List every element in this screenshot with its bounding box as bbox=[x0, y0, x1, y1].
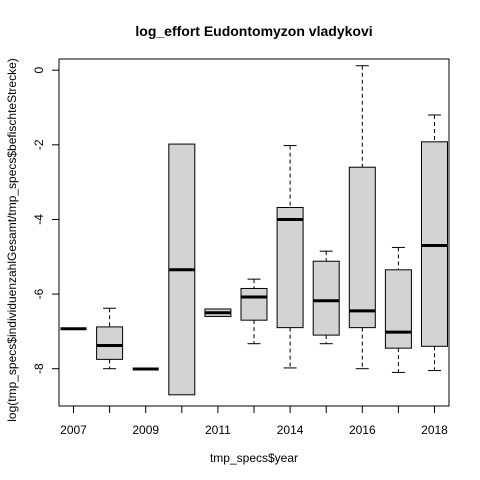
box-2011 bbox=[204, 308, 232, 317]
y-tick-label: -6 bbox=[32, 288, 46, 299]
x-tick-label: 2011 bbox=[205, 423, 231, 437]
box-body bbox=[96, 326, 124, 360]
boxes-group bbox=[60, 65, 448, 396]
box-body bbox=[384, 269, 412, 349]
box-2016 bbox=[348, 65, 376, 370]
x-tick-label: 2018 bbox=[421, 423, 448, 437]
box-2014 bbox=[276, 145, 304, 369]
x-tick-label: 2014 bbox=[277, 423, 304, 437]
x-tick-label: 2007 bbox=[60, 423, 87, 437]
box-2018 bbox=[421, 114, 448, 372]
box-2015 bbox=[312, 250, 340, 345]
chart-title: log_effort Eudontomyzon vladykovi bbox=[135, 23, 372, 39]
y-tick-label: -8 bbox=[32, 363, 46, 374]
box-2010 bbox=[168, 143, 196, 396]
x-axis-label: tmp_specs$year bbox=[210, 451, 298, 465]
x-tick-label: 2016 bbox=[349, 423, 376, 437]
y-axis-label: log(tmp_specs$individuenzahlGesamt/tmp_s… bbox=[5, 58, 19, 422]
box-2017 bbox=[384, 246, 412, 373]
x-tick-label: 2009 bbox=[132, 423, 159, 437]
box-body bbox=[312, 260, 340, 336]
y-tick-label: -2 bbox=[32, 139, 46, 150]
box-2008 bbox=[96, 307, 124, 370]
box-body bbox=[348, 166, 376, 329]
y-tick-label: -4 bbox=[32, 214, 46, 225]
box-body bbox=[276, 207, 304, 329]
x-axis: 2007 2009 2011 2014 2016 2018 bbox=[60, 405, 448, 437]
y-tick-label: 0 bbox=[32, 67, 46, 74]
box-body bbox=[240, 287, 268, 321]
y-axis: 0 -2 -4 -6 -8 bbox=[32, 67, 60, 374]
box-2012 bbox=[240, 278, 268, 345]
